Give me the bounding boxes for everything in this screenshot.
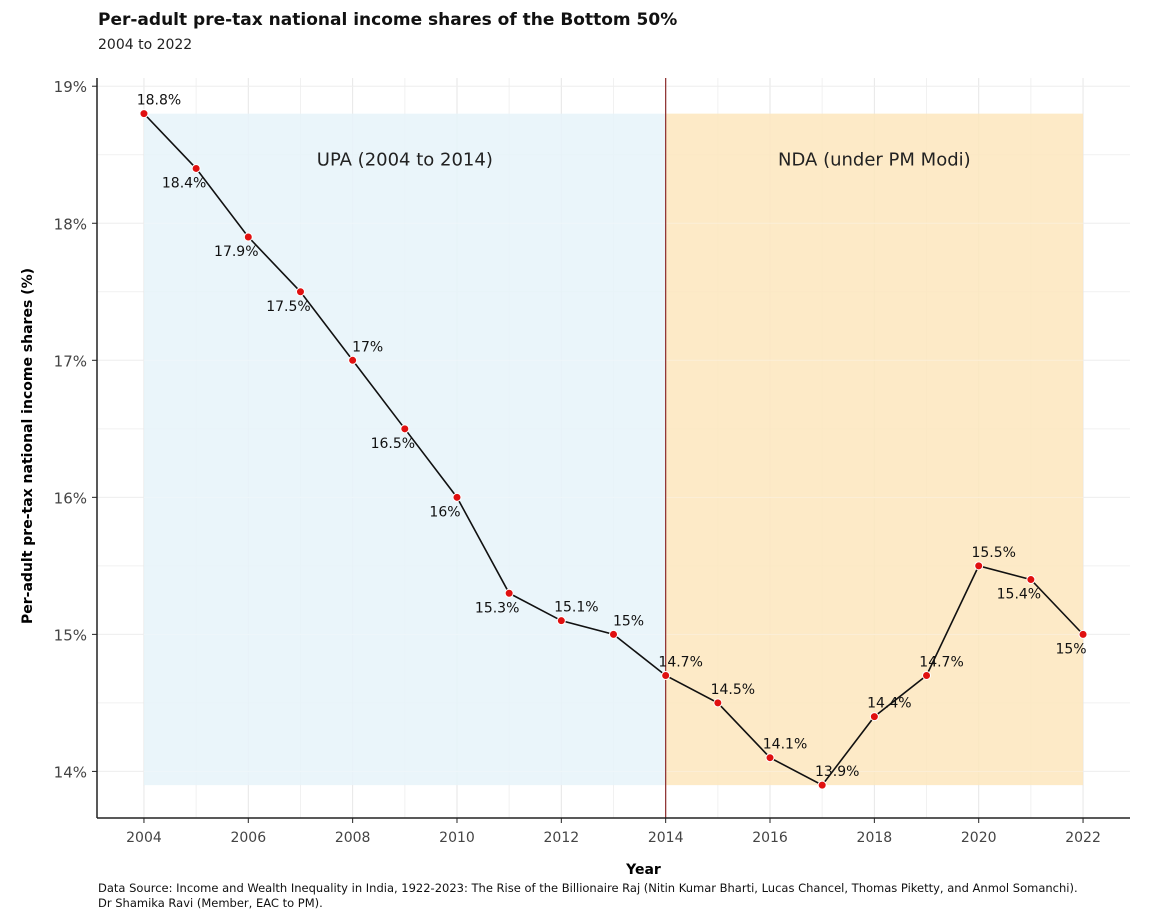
data-point xyxy=(817,780,827,790)
data-label: 15.3% xyxy=(475,600,519,616)
data-point xyxy=(609,629,618,639)
y-tick-label: 14% xyxy=(54,763,87,781)
data-point xyxy=(765,753,775,763)
data-point xyxy=(139,109,149,119)
data-point xyxy=(713,698,723,708)
data-point xyxy=(191,163,201,173)
data-point xyxy=(869,712,879,722)
upa-region-label: UPA (2004 to 2014) xyxy=(317,150,493,171)
data-point xyxy=(556,616,566,626)
x-tick-label: 2014 xyxy=(648,830,684,846)
data-label: 18.4% xyxy=(162,175,206,191)
y-tick-label: 18% xyxy=(54,215,87,233)
x-tick-label: 2016 xyxy=(752,830,788,846)
y-axis-title: Per-adult pre-tax national income shares… xyxy=(20,268,36,624)
data-label: 15.5% xyxy=(971,545,1015,561)
data-label: 15% xyxy=(613,613,644,629)
data-label: 14.4% xyxy=(867,696,911,712)
data-label: 14.1% xyxy=(763,737,807,753)
x-axis-title: Year xyxy=(625,862,661,878)
data-label: 17.5% xyxy=(266,299,310,315)
y-tick-label: 19% xyxy=(54,78,87,96)
chart-title: Per-adult pre-tax national income shares… xyxy=(98,10,678,30)
data-source-note: Data Source: Income and Wealth Inequalit… xyxy=(98,881,1158,911)
data-label: 15.4% xyxy=(997,587,1041,603)
data-label: 14.7% xyxy=(919,654,963,670)
data-point xyxy=(922,670,932,680)
source-line-1: Data Source: Income and Wealth Inequalit… xyxy=(98,881,1078,895)
data-label: 13.9% xyxy=(815,764,859,780)
data-point xyxy=(661,670,671,680)
x-tick-label: 2006 xyxy=(230,830,266,846)
x-tick-label: 2018 xyxy=(857,830,893,846)
data-label: 16.5% xyxy=(371,436,415,452)
data-label: 15% xyxy=(1055,641,1086,657)
data-label: 16% xyxy=(429,504,460,520)
data-label: 14.5% xyxy=(711,682,755,698)
x-tick-label: 2010 xyxy=(439,830,475,846)
data-point xyxy=(974,561,984,571)
data-label: 17% xyxy=(352,339,383,355)
nda-region xyxy=(665,113,1084,786)
x-tick-label: 2004 xyxy=(126,830,162,846)
data-point xyxy=(452,492,462,502)
nda-region-label: NDA (under PM Modi) xyxy=(778,150,971,171)
data-point xyxy=(400,424,410,434)
data-label: 14.7% xyxy=(658,654,702,670)
data-label: 18.8% xyxy=(137,93,181,109)
source-line-2: Dr Shamika Ravi (Member, EAC to PM). xyxy=(98,896,323,910)
data-label: 15.1% xyxy=(554,600,598,616)
chart-subtitle: 2004 to 2022 xyxy=(98,37,193,53)
x-tick-label: 2022 xyxy=(1065,830,1101,846)
x-tick-label: 2020 xyxy=(961,830,997,846)
y-tick-label: 15% xyxy=(54,626,87,644)
data-label: 17.9% xyxy=(214,244,258,260)
x-tick-label: 2012 xyxy=(544,830,580,846)
data-point xyxy=(243,232,253,242)
data-point xyxy=(504,588,514,598)
data-point xyxy=(1026,575,1036,585)
y-tick-label: 16% xyxy=(54,489,87,507)
x-tick-label: 2008 xyxy=(335,830,371,846)
data-point xyxy=(1078,629,1088,639)
upa-region xyxy=(143,113,666,786)
data-point xyxy=(348,355,358,365)
y-tick-label: 17% xyxy=(54,352,87,370)
data-point xyxy=(295,287,305,297)
